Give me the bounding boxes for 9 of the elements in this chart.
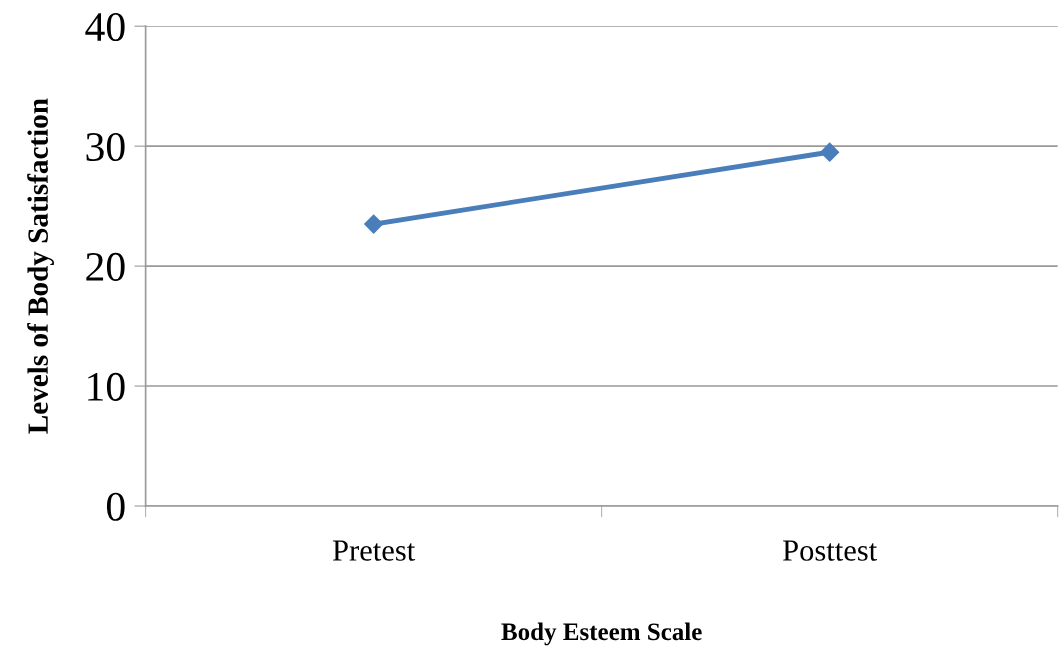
x-tick-label: Posttest — [783, 540, 878, 561]
y-axis-title: Levels of Body Satisfaction — [27, 98, 54, 434]
y-tick-label: 20 — [86, 252, 125, 281]
x-axis-title: Body Esteem Scale — [501, 622, 702, 646]
y-tick-label: 40 — [85, 12, 125, 42]
y-tick-label: 0 — [106, 492, 125, 521]
x-tick-label: Pretest — [332, 540, 416, 561]
y-tick-label: 10 — [88, 372, 125, 401]
y-tick-label: 30 — [86, 132, 125, 162]
